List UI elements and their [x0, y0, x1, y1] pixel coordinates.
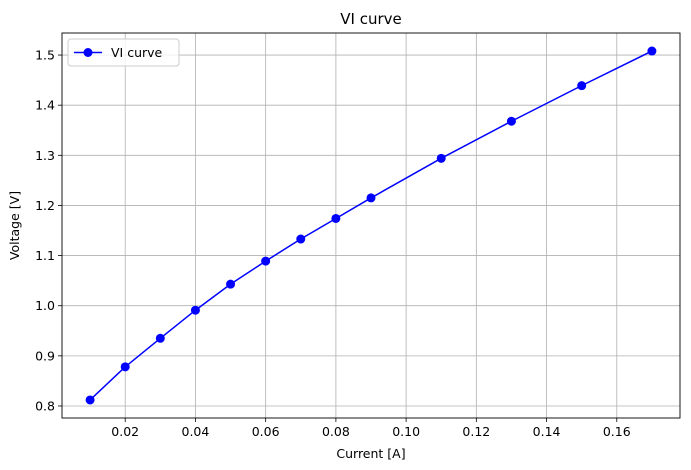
x-axis-label: Current [A] [336, 446, 405, 461]
data-point [366, 193, 376, 203]
x-tick-label: 0.10 [392, 424, 420, 439]
y-tick-label: 1.4 [35, 98, 55, 113]
plot-frame [61, 32, 681, 419]
y-tick-label: 1.5 [35, 48, 55, 63]
data-point [506, 116, 516, 126]
y-tick-label: 1.2 [35, 198, 55, 213]
x-tick-label: 0.14 [533, 424, 561, 439]
data-point [296, 234, 306, 244]
data-point [226, 279, 236, 289]
x-tick-label: 0.04 [182, 424, 210, 439]
data-point [647, 46, 657, 56]
y-tick-label: 1.0 [35, 298, 55, 313]
data-point [85, 395, 95, 405]
x-tick-label: 0.16 [603, 424, 631, 439]
y-tick-label: 0.9 [35, 348, 55, 363]
y-tick-label: 1.3 [35, 148, 55, 163]
data-point [436, 153, 446, 163]
legend-label: VI curve [111, 45, 163, 60]
x-tick-label: 0.12 [462, 424, 490, 439]
x-tick-label: 0.02 [111, 424, 139, 439]
ticks: 0.02 0.04 0.06 0.08 0.10 0.12 0.14 0.16 0.8 0.9 1.… [35, 48, 631, 439]
data-point [120, 362, 130, 372]
chart-title: VI curve [340, 10, 401, 28]
x-tick-label: 0.08 [322, 424, 350, 439]
grid [62, 33, 680, 418]
legend-marker-sample [83, 48, 93, 57]
y-axis-label: Voltage [V] [7, 191, 22, 260]
y-tick-label: 1.1 [35, 248, 55, 263]
data-point [331, 213, 341, 223]
data-point [261, 256, 271, 266]
legend: VI curve [67, 38, 180, 67]
data-point [577, 81, 587, 91]
x-tick-label: 0.06 [252, 424, 280, 439]
series-layer [85, 46, 657, 405]
y-tick-label: 0.8 [35, 398, 55, 413]
data-point [190, 305, 200, 315]
data-point [155, 333, 165, 343]
legend-box [67, 38, 180, 67]
